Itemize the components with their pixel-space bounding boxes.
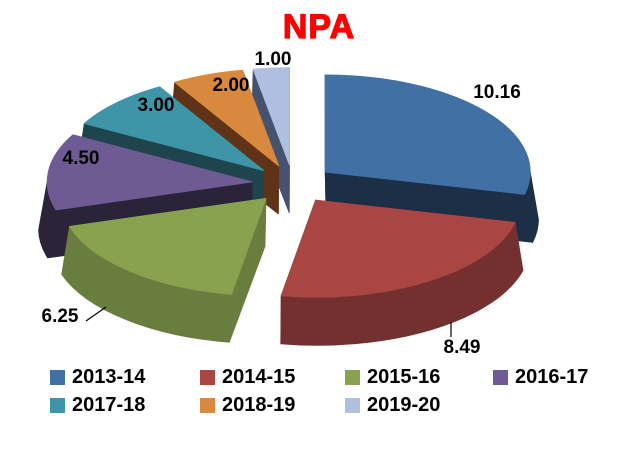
pie-slice-2013-14 [324,74,531,195]
slice-label-2019-20: 1.00 [255,49,292,70]
pie-slice-2015-16 [69,198,267,295]
slice-label-2018-19: 2.00 [213,75,250,96]
pie-slice-2017-18 [83,86,265,171]
leader-line-2015-16 [85,306,107,322]
slice-label-2017-18: 3.00 [138,95,175,116]
pie-slice-2014-15 [280,199,516,298]
pie-slice-2018-19 [174,69,280,167]
slice-label-2013-14: 10.16 [473,82,521,103]
pie-slice-2019-20 [252,67,290,166]
chart-title: NPA [282,8,356,46]
slice-label-2015-16: 6.25 [42,306,79,327]
slice-label-2016-17: 4.50 [63,148,100,169]
slice-label-2014-15: 8.49 [444,337,481,358]
pie-slice-2016-17 [46,134,253,211]
